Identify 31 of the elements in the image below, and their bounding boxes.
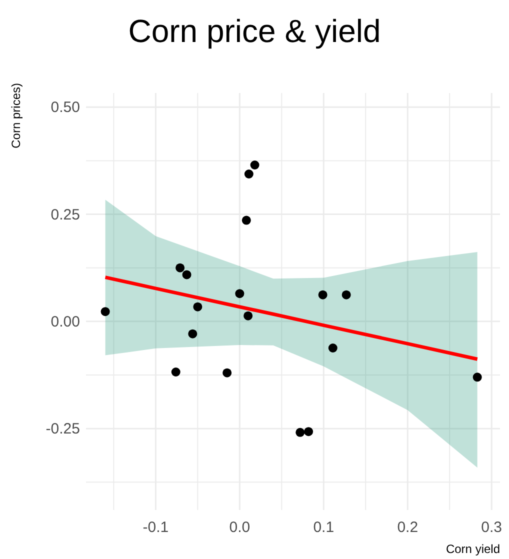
point: [193, 302, 202, 312]
point: [472, 372, 482, 382]
point: [171, 368, 180, 376]
point: [296, 428, 305, 437]
y-tick-label: 0.50: [50, 99, 80, 116]
point: [244, 311, 253, 320]
x-tick-label: 0.0: [229, 519, 250, 536]
point: [244, 170, 254, 178]
point: [318, 290, 328, 300]
y-tick-label: 0.00: [50, 313, 80, 330]
point: [235, 289, 244, 298]
line-series: [104, 276, 480, 361]
point: [250, 160, 260, 170]
point: [188, 329, 198, 338]
x-axis-title: Corn yield: [446, 542, 500, 556]
y-axis-title: Corn prices): [9, 83, 23, 148]
x-tick-label: -0.1: [142, 519, 169, 536]
point: [222, 368, 232, 378]
point: [328, 344, 338, 352]
point: [100, 307, 110, 316]
x-tick-label: 0.1: [313, 519, 334, 536]
point: [182, 270, 192, 280]
x-tick-label: 0.2: [397, 519, 418, 536]
y-tick-label: -0.25: [46, 420, 80, 438]
point: [342, 290, 351, 300]
point: [242, 216, 251, 225]
point: [304, 427, 314, 436]
x-tick-label: 0.3: [481, 519, 502, 536]
point: [176, 263, 185, 272]
y-tick-label: 0.25: [50, 206, 80, 224]
chart-title: Corn price & yield: [128, 13, 381, 49]
